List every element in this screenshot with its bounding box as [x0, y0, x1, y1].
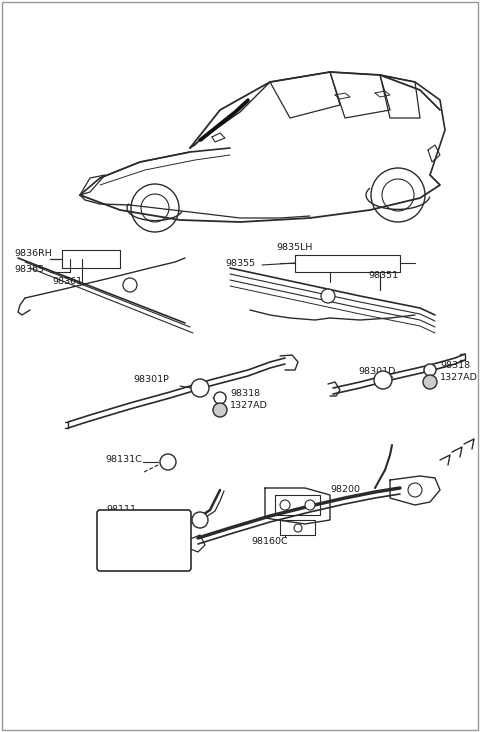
Text: 1327AD: 1327AD: [440, 373, 478, 383]
Text: 9836RH: 9836RH: [14, 250, 52, 258]
Circle shape: [423, 375, 437, 389]
Text: 98318: 98318: [440, 360, 470, 370]
Circle shape: [192, 512, 208, 528]
Text: 98200: 98200: [330, 485, 360, 495]
Circle shape: [213, 403, 227, 417]
Circle shape: [280, 500, 290, 510]
Text: 9835LH: 9835LH: [277, 244, 313, 253]
Text: 98301D: 98301D: [358, 367, 396, 376]
Text: 98131C: 98131C: [105, 455, 142, 465]
Text: 98355: 98355: [225, 258, 255, 267]
Circle shape: [408, 483, 422, 497]
Text: 98365: 98365: [14, 266, 44, 274]
Circle shape: [424, 364, 436, 376]
Text: 1327AD: 1327AD: [230, 401, 268, 411]
Text: 98111: 98111: [106, 506, 136, 515]
Text: 98361: 98361: [52, 277, 82, 286]
Circle shape: [123, 278, 137, 292]
Text: 98160C: 98160C: [252, 537, 288, 547]
Circle shape: [160, 454, 176, 470]
Circle shape: [191, 379, 209, 397]
Text: 98318: 98318: [230, 389, 260, 397]
Circle shape: [140, 538, 150, 548]
Circle shape: [374, 371, 392, 389]
Circle shape: [321, 289, 335, 303]
FancyBboxPatch shape: [97, 510, 191, 571]
Circle shape: [214, 392, 226, 404]
Circle shape: [294, 524, 302, 532]
Text: 98301P: 98301P: [133, 376, 169, 384]
Circle shape: [305, 500, 315, 510]
Text: 98351: 98351: [368, 271, 398, 280]
